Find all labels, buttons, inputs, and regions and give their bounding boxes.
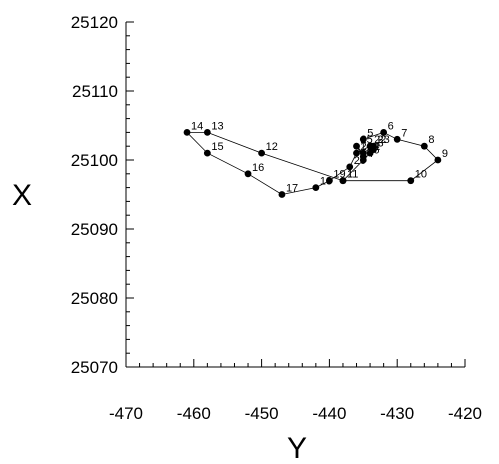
data-point-label: 5 [367,127,373,139]
data-point [353,149,360,157]
data-point [393,135,401,143]
data-point-label: 2 [374,141,380,153]
data-point-label: 3 [377,138,383,150]
data-point [258,149,265,157]
trajectory-path [186,131,439,195]
data-point-label: 14 [191,120,203,132]
data-point-label: 7 [401,127,407,139]
data-point [203,129,211,136]
data-point [326,177,333,185]
data-point-label: 22 [374,134,386,146]
data-point-label: 4 [367,148,373,160]
data-point [278,191,286,198]
data-point [407,177,415,185]
data-point [434,156,442,164]
x-tick-label: -440 [312,404,346,423]
data-point-label: 19 [333,169,345,181]
data-point [359,135,367,143]
data-point-label: 9 [442,148,448,160]
x-tick-label: -420 [448,404,482,423]
data-point [244,170,252,178]
y-tick-label: 25080 [71,289,118,308]
data-point-label: 11 [347,169,358,181]
x-tick-label: -450 [245,404,279,423]
y-tick-label: 25110 [72,82,118,101]
data-point-label: 25 [361,134,373,146]
series-line [186,131,439,195]
data-point-label: 24 [367,141,379,153]
data-point-label: 15 [211,141,223,153]
data-points [183,129,442,198]
data-point-label: 17 [286,183,298,195]
data-point-label: 16 [252,162,264,174]
data-point-labels: 1234567891011121314151617181920212223242… [191,120,448,194]
data-point-label: 10 [415,169,427,181]
data-point [203,149,211,157]
y-tick-label: 25120 [71,13,118,32]
data-point [370,142,377,150]
data-point [312,184,320,192]
data-point [183,129,191,136]
data-point-label: 13 [211,120,223,132]
x-tick-label: -470 [109,404,143,423]
x-tick-label: -430 [380,404,414,423]
y-tick-label: 25100 [71,151,118,170]
y-axis-title: X [12,179,32,212]
x-tick-label: -460 [177,404,211,423]
data-point [359,153,367,160]
data-point-label: 6 [388,120,394,132]
data-point-label: 18 [320,176,332,188]
x-axis-title: Y [287,432,307,464]
data-point [420,142,428,150]
data-point-label: 23 [377,134,389,146]
data-point-label: 12 [266,141,278,153]
data-point [339,177,347,185]
data-point [353,142,360,150]
data-point [346,163,354,171]
data-point-label: 20 [354,155,366,167]
data-point-label: 1 [347,169,353,181]
y-tick-label: 25070 [71,358,118,377]
y-tick-label: 25090 [71,220,118,239]
data-point [380,129,388,136]
data-point-label: 26 [367,145,379,157]
data-point-label: 8 [428,134,434,146]
data-point-label: 21 [361,141,373,153]
